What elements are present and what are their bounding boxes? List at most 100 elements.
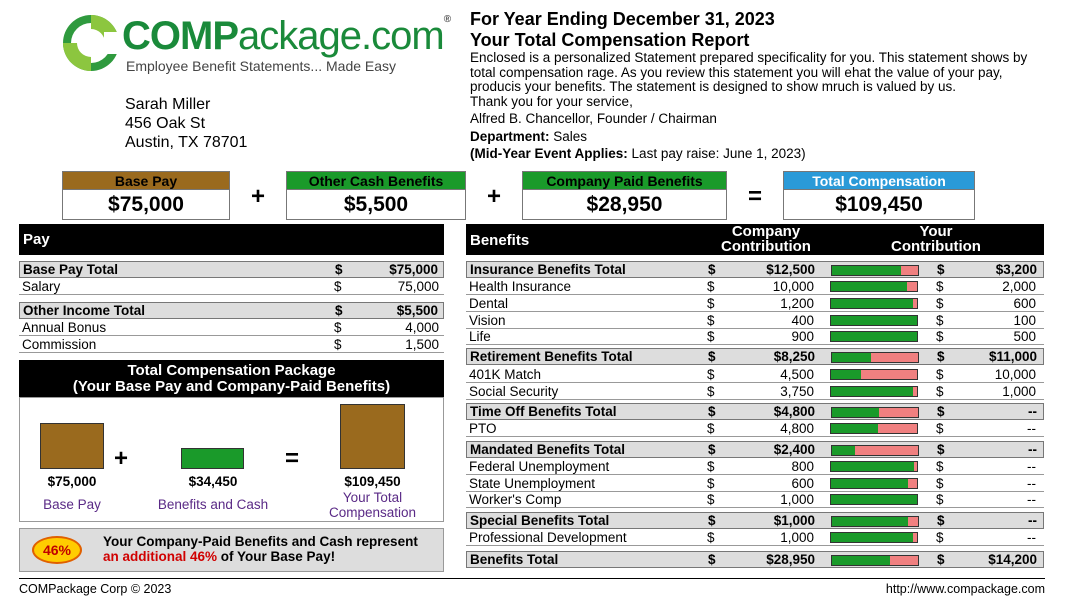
recipient-city: Austin, TX 78701 — [125, 134, 248, 151]
benefit-row-label: Worker's Comp — [469, 492, 562, 507]
contribution-share-bar — [831, 445, 919, 456]
package-total-label-1: Your Total — [342, 490, 403, 505]
benefit-row-company-amount: 800 — [791, 459, 814, 474]
benefit-row: Worker's Comp $1,000 $ -- — [466, 491, 1044, 508]
benefit-row-your-amount: $14,200 — [988, 552, 1037, 567]
benefit-row-your-currency: $ — [936, 530, 944, 545]
benefit-row-currency: $ — [708, 513, 716, 528]
benefit-row-your-amount: 100 — [1013, 313, 1036, 328]
contribution-share-bar — [830, 281, 918, 292]
contribution-share-bar — [831, 516, 919, 527]
summary-plus-2: + — [487, 183, 502, 210]
summary-other-cash-label: Other Cash Benefits — [287, 172, 465, 190]
benefit-row-your-amount: -- — [1027, 421, 1036, 436]
summary-base-pay: Base Pay $75,000 — [62, 171, 230, 220]
your-contribution-header: Your Contribution — [891, 223, 981, 255]
benefit-row-currency: $ — [707, 459, 715, 474]
benefit-row-your-amount: $3,200 — [995, 262, 1037, 277]
benefit-row-currency: $ — [707, 384, 715, 399]
benefit-row-currency: $ — [708, 442, 716, 457]
benefit-row-label: Time Off Benefits Total — [470, 404, 617, 419]
summary-equals: = — [748, 183, 763, 210]
pay-row: Salary $75,000 — [19, 278, 444, 295]
benefit-row-your-currency: $ — [937, 262, 945, 277]
benefit-row-currency: $ — [707, 492, 715, 507]
benefit-row-currency: $ — [708, 404, 716, 419]
pay-row-currency: $ — [335, 262, 343, 277]
benefit-total-row: Benefits Total $ $28,950 $ $14,200 — [466, 551, 1044, 568]
benefit-row-label: Retirement Benefits Total — [470, 349, 633, 364]
package-benefits-label: Benefits and Cash — [157, 497, 269, 512]
company-share-fill — [831, 495, 917, 504]
contribution-share-bar — [831, 265, 919, 276]
benefit-row-label: Vision — [469, 313, 506, 328]
company-contribution-header: Company Contribution — [721, 223, 811, 255]
company-share-fill — [832, 353, 871, 362]
company-share-fill — [832, 408, 880, 417]
benefit-row-label: Life — [469, 329, 491, 344]
benefit-row: State Unemployment $600 $ -- — [466, 475, 1044, 492]
pay-row-amount: 75,000 — [397, 279, 439, 294]
logo-tagline: Employee Benefit Statements... Made Easy — [126, 58, 397, 74]
pay-row-currency: $ — [335, 303, 343, 318]
summary-company-paid: Company Paid Benefits $28,950 — [522, 171, 727, 220]
company-share-fill — [832, 266, 901, 275]
benefit-row-label: Dental — [469, 296, 509, 311]
summary-company-paid-label: Company Paid Benefits — [523, 172, 726, 190]
benefit-row-company-amount: 1,000 — [780, 530, 814, 545]
benefit-row-currency: $ — [707, 329, 715, 344]
footer-url[interactable]: http://www.compackage.com — [885, 582, 1045, 596]
benefit-row-your-currency: $ — [936, 459, 944, 474]
benefit-row-your-amount: 500 — [1013, 329, 1036, 344]
benefit-row-company-amount: 10,000 — [772, 279, 814, 294]
benefit-row-your-amount: -- — [1028, 442, 1037, 457]
logo-wordmark: COMPackage.com® — [122, 14, 451, 58]
benefit-row-your-amount: 600 — [1013, 296, 1036, 311]
benefit-row-company-amount: 400 — [791, 313, 814, 328]
benefit-row-company-amount: 1,000 — [780, 492, 814, 507]
percentage-note-text: Your Company-Paid Benefits and Cash repr… — [103, 534, 418, 564]
package-equals: = — [285, 445, 300, 472]
company-share-fill — [831, 316, 917, 325]
contribution-share-bar — [831, 407, 919, 418]
company-share-fill — [831, 387, 913, 396]
pay-row-amount: $75,000 — [389, 262, 438, 277]
benefit-row-your-currency: $ — [936, 421, 944, 436]
benefit-row-label: PTO — [469, 421, 497, 436]
benefit-row-your-currency: $ — [937, 349, 945, 364]
pay-row-label: Annual Bonus — [22, 320, 107, 335]
benefit-row-your-currency: $ — [936, 296, 944, 311]
benefit-row-your-currency: $ — [936, 313, 944, 328]
benefit-row-your-currency: $ — [936, 367, 944, 382]
benefit-row: Health Insurance $10,000 $2,000 — [466, 278, 1044, 295]
company-share-fill — [832, 517, 908, 526]
benefit-row-your-currency: $ — [936, 476, 944, 491]
benefit-row-label: Professional Development — [469, 530, 627, 545]
summary-total: Total Compensation $109,450 — [783, 171, 975, 220]
company-share-fill — [832, 556, 890, 565]
pay-row: Commission $1,500 — [19, 336, 444, 353]
company-share-fill — [831, 370, 862, 379]
benefits-square — [181, 448, 244, 469]
package-graphic: + = $75,000 Base Pay $34,450 Benefits an… — [19, 397, 444, 522]
company-share-fill — [831, 533, 913, 542]
benefit-row-currency: $ — [708, 552, 716, 567]
benefit-row: 401K Match $4,500 $10,000 — [466, 366, 1044, 383]
summary-plus-1: + — [251, 183, 266, 210]
benefit-row-company-amount: $1,000 — [773, 513, 815, 528]
recipient-address: Sarah Miller 456 Oak St Austin, TX 78701 — [125, 95, 247, 152]
benefit-row: Vision $400 $100 — [466, 312, 1044, 329]
benefit-row-your-currency: $ — [936, 329, 944, 344]
report-title: Your Total Compensation Report — [470, 30, 750, 50]
report-signer: Alfred B. Chancellor, Founder / Chairman — [470, 111, 717, 126]
company-share-fill — [832, 446, 856, 455]
company-logo: COMPackage.com® Employee Benefit Stateme… — [60, 8, 451, 88]
contribution-share-bar — [830, 478, 918, 489]
package-base-amount: $75,000 — [47, 474, 97, 489]
benefit-row-label: Federal Unemployment — [469, 459, 610, 474]
benefit-row-company-amount: 3,750 — [780, 384, 814, 399]
benefit-total-row: Insurance Benefits Total $ $12,500 $ $3,200 — [466, 261, 1044, 278]
benefit-row-your-currency: $ — [936, 384, 944, 399]
benefits-header: Benefits Company Contribution Your Contrib… — [466, 224, 1044, 255]
package-base-label: Base Pay — [43, 497, 101, 512]
